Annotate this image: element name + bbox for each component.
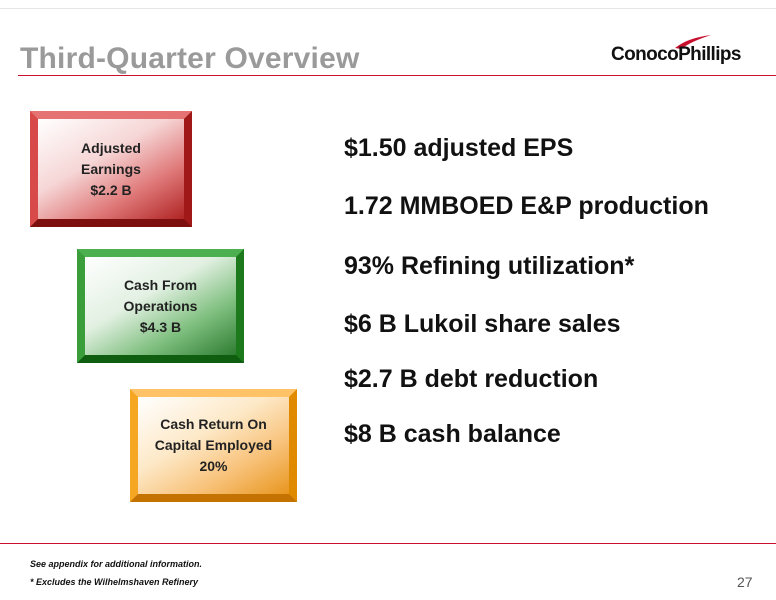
page-number: 27: [737, 574, 753, 590]
kpi-label: Cash From: [123, 276, 198, 293]
company-logo: ConocoPhillips: [611, 34, 761, 70]
kpi-box-cash-from-operations: Cash From Operations $4.3 B: [77, 249, 244, 363]
kpi-value: 20%: [199, 458, 228, 474]
slide-title: Third-Quarter Overview: [20, 42, 360, 75]
logo-text: ConocoPhillips: [611, 44, 741, 65]
swoosh-icon: [675, 35, 711, 49]
highlight-item: $8 B cash balance: [344, 420, 561, 448]
kpi-label: Operations: [123, 297, 198, 314]
kpi-value: $4.3 B: [139, 318, 182, 335]
highlight-item: 93% Refining utilization*: [344, 252, 635, 280]
kpi-box-cash-return: Cash Return On Capital Employed 20%: [130, 389, 297, 502]
top-divider: [0, 8, 776, 9]
kpi-box-adjusted-earnings: Adjusted Earnings $2.2 B: [30, 111, 192, 227]
kpi-label: Earnings: [81, 160, 141, 177]
title-divider: [18, 75, 776, 76]
kpi-value: $2.2 B: [90, 181, 132, 198]
highlight-item: $6 B Lukoil share sales: [344, 310, 621, 338]
kpi-label: Cash Return On: [160, 416, 267, 432]
footnote-appendix: See appendix for additional information.: [30, 559, 203, 569]
highlight-item: 1.72 MMBOED E&P production: [344, 192, 709, 220]
highlight-item: $2.7 B debt reduction: [344, 365, 599, 393]
kpi-label: Capital Employed: [154, 437, 273, 453]
footer-divider: [0, 543, 776, 544]
footnote-excludes: * Excludes the Wilhelmshaven Refinery: [30, 577, 198, 587]
kpi-label: Adjusted: [81, 139, 141, 156]
highlight-item: $1.50 adjusted EPS: [344, 134, 574, 162]
